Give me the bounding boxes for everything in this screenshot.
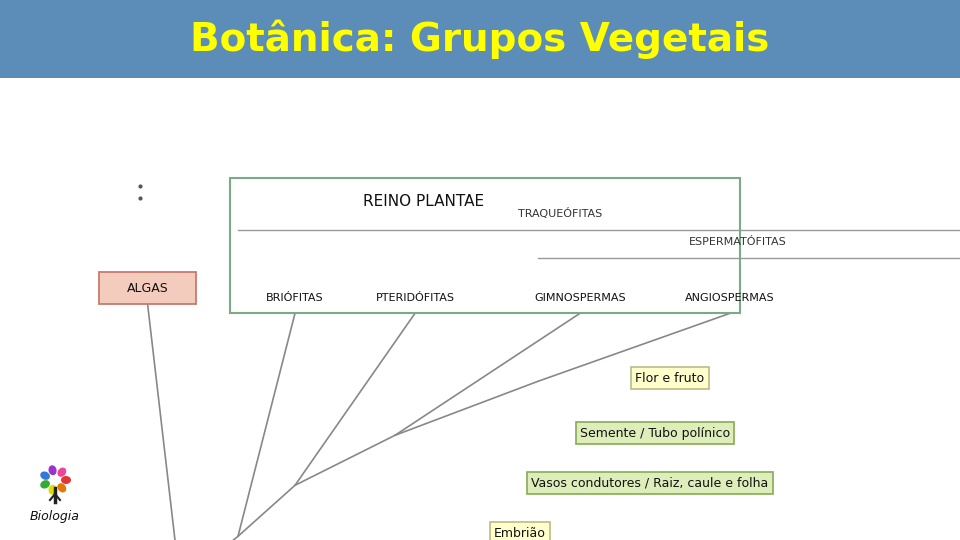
Text: TRAQUEÓFITAS: TRAQUEÓFITAS (517, 208, 602, 219)
Text: Biologia: Biologia (30, 510, 80, 523)
Ellipse shape (40, 471, 50, 480)
FancyBboxPatch shape (0, 0, 960, 78)
Text: Vasos condutores / Raiz, caule e folha: Vasos condutores / Raiz, caule e folha (532, 477, 769, 490)
Text: BRIÓFITAS: BRIÓFITAS (266, 293, 324, 303)
Ellipse shape (49, 465, 57, 475)
Text: ESPERMATÓFITAS: ESPERMATÓFITAS (689, 237, 787, 247)
Ellipse shape (40, 480, 50, 489)
Text: Semente / Tubo polínico: Semente / Tubo polínico (580, 427, 730, 440)
Text: Embrião: Embrião (494, 527, 546, 540)
FancyBboxPatch shape (230, 178, 740, 313)
Text: PTERIDÓFITAS: PTERIDÓFITAS (375, 293, 454, 303)
Text: Botânica: Grupos Vegetais: Botânica: Grupos Vegetais (190, 19, 770, 59)
Ellipse shape (58, 468, 66, 477)
Text: GIMNOSPERMAS: GIMNOSPERMAS (534, 293, 626, 303)
Ellipse shape (49, 485, 57, 495)
Text: Flor e fruto: Flor e fruto (636, 372, 705, 385)
Text: ALGAS: ALGAS (127, 282, 168, 295)
Ellipse shape (58, 483, 66, 492)
Text: REINO PLANTAE: REINO PLANTAE (363, 194, 485, 209)
FancyBboxPatch shape (99, 272, 196, 305)
Text: ANGIOSPERMAS: ANGIOSPERMAS (685, 293, 775, 303)
Ellipse shape (61, 476, 71, 484)
